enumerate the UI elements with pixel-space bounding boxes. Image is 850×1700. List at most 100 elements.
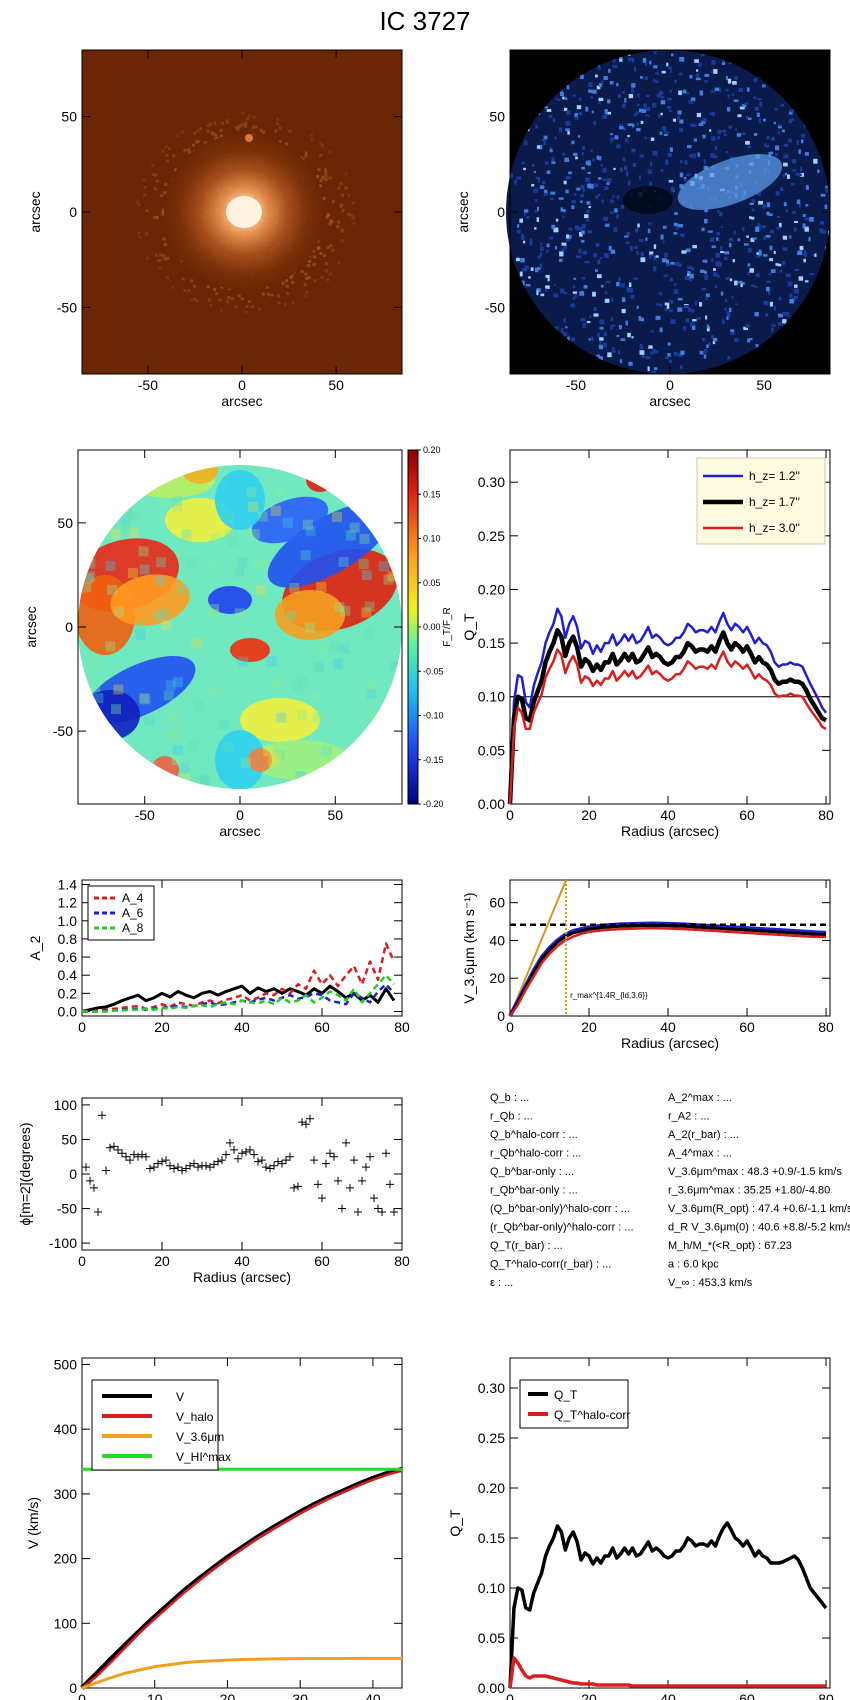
panel-7-ytick-label: 0 (69, 1166, 77, 1182)
residual-pixel (626, 287, 631, 293)
force-map-cell (340, 772, 351, 783)
residual-pixel (667, 153, 673, 157)
residual-pixel (601, 80, 604, 85)
residual-pixel (614, 135, 619, 140)
residual-pixel (738, 88, 744, 93)
residual-pixel (665, 356, 670, 359)
residual-pixel (775, 263, 779, 266)
residual-pixel (785, 273, 791, 278)
force-map-cell (286, 610, 297, 621)
residual-pixel (619, 126, 624, 130)
residual-pixel (548, 114, 553, 119)
residual-pixel (798, 276, 804, 281)
force-map-cell (387, 528, 398, 539)
residual-pixel (585, 160, 589, 166)
residual-pixel (741, 132, 746, 136)
panel-1-ytick-label: -50 (57, 299, 77, 315)
force-map-blob (267, 502, 393, 588)
force-map-cell (363, 628, 374, 639)
panel-4-xtick-label: 20 (581, 807, 597, 823)
residual-pixel (765, 234, 771, 238)
force-map-cell (297, 677, 308, 688)
galaxy-pixel (227, 296, 231, 300)
panel-7-point (238, 1149, 246, 1158)
residual-pixel (639, 346, 644, 350)
residual-pixel (673, 351, 678, 356)
galaxy-pixel (309, 133, 313, 137)
force-map-cell (350, 500, 361, 511)
force-map-blob (80, 690, 140, 740)
panel-10-xtick-label: 0 (506, 1691, 514, 1700)
residual-pixel (677, 307, 683, 312)
residual-pixel (808, 236, 811, 242)
galaxy-pixel (145, 232, 149, 236)
residual-pixel (748, 117, 752, 121)
panel-4-series-2 (508, 648, 827, 805)
galaxy-pixel (188, 150, 192, 154)
galaxy-pixel (190, 299, 194, 303)
residual-pixel (561, 248, 566, 252)
panel-5-ytick-label: 0.4 (58, 967, 78, 983)
galaxy-pixel (204, 141, 208, 145)
residual-pixel (713, 69, 718, 74)
galaxy-pixel (324, 261, 328, 265)
panel-3-ytick-label: -50 (53, 723, 73, 739)
residual-pixel (670, 261, 675, 265)
residual-pixel (666, 131, 670, 134)
residual-pixel (539, 246, 544, 252)
panel-10-ytick-label: 0.25 (478, 1430, 505, 1446)
galaxy-pixel (137, 203, 141, 207)
residual-pixel (678, 90, 682, 96)
residual-pixel (726, 107, 731, 112)
residual-pixel (747, 271, 750, 275)
residual-pixel (663, 133, 668, 137)
panel-7-point (158, 1157, 166, 1166)
residual-pixel (597, 332, 600, 338)
residual-pixel (576, 105, 582, 110)
galaxy-pixel (162, 237, 166, 241)
residual-pixel (585, 106, 589, 112)
residual-pixel (763, 236, 766, 240)
residual-pixel (630, 294, 635, 299)
panel-1-ylabel: arcsec (27, 191, 43, 232)
residual-pixel (742, 104, 747, 108)
force-map-cell (193, 700, 204, 711)
residual-pixel (722, 319, 725, 325)
galaxy-pixel (277, 301, 281, 305)
panel-7-point (342, 1138, 350, 1147)
force-map-cell (114, 606, 125, 617)
residual-pixel (539, 252, 542, 257)
residual-pixel (679, 172, 684, 178)
residual-pixel (596, 155, 599, 160)
residual-pixel (524, 209, 529, 213)
residual-pixel (627, 57, 633, 62)
residual-pixel (557, 98, 561, 101)
galaxy-core (226, 196, 262, 228)
residual-pixel (649, 251, 654, 257)
force-map-cell (252, 558, 263, 569)
force-map-cell (364, 601, 375, 612)
galaxy-pixel (319, 153, 323, 157)
galaxy-pixel (162, 254, 166, 258)
residual-pixel (729, 278, 733, 282)
force-map-cell (387, 571, 398, 582)
residual-pixel (554, 136, 557, 140)
residual-pixel (668, 67, 673, 70)
galaxy-pixel (215, 292, 219, 296)
panel-10-ytick-label: 0.05 (478, 1630, 505, 1646)
residual-pixel (777, 126, 783, 129)
residual-pixel (606, 178, 612, 183)
galaxy-pixel (183, 288, 187, 292)
residual-pixel (699, 90, 704, 96)
residual-pixel (610, 324, 616, 327)
force-map-cell (128, 786, 139, 789)
residual-pixel (574, 117, 580, 120)
galaxy-pixel (161, 149, 165, 153)
residual-pixel (773, 121, 776, 125)
panel-7-point (214, 1157, 222, 1166)
residual-pixel (530, 267, 534, 271)
panel-9-legend-label: V (176, 1390, 184, 1404)
residual-pixel (524, 141, 528, 146)
residual-pixel (586, 320, 591, 324)
galaxy-pixel (324, 174, 328, 178)
